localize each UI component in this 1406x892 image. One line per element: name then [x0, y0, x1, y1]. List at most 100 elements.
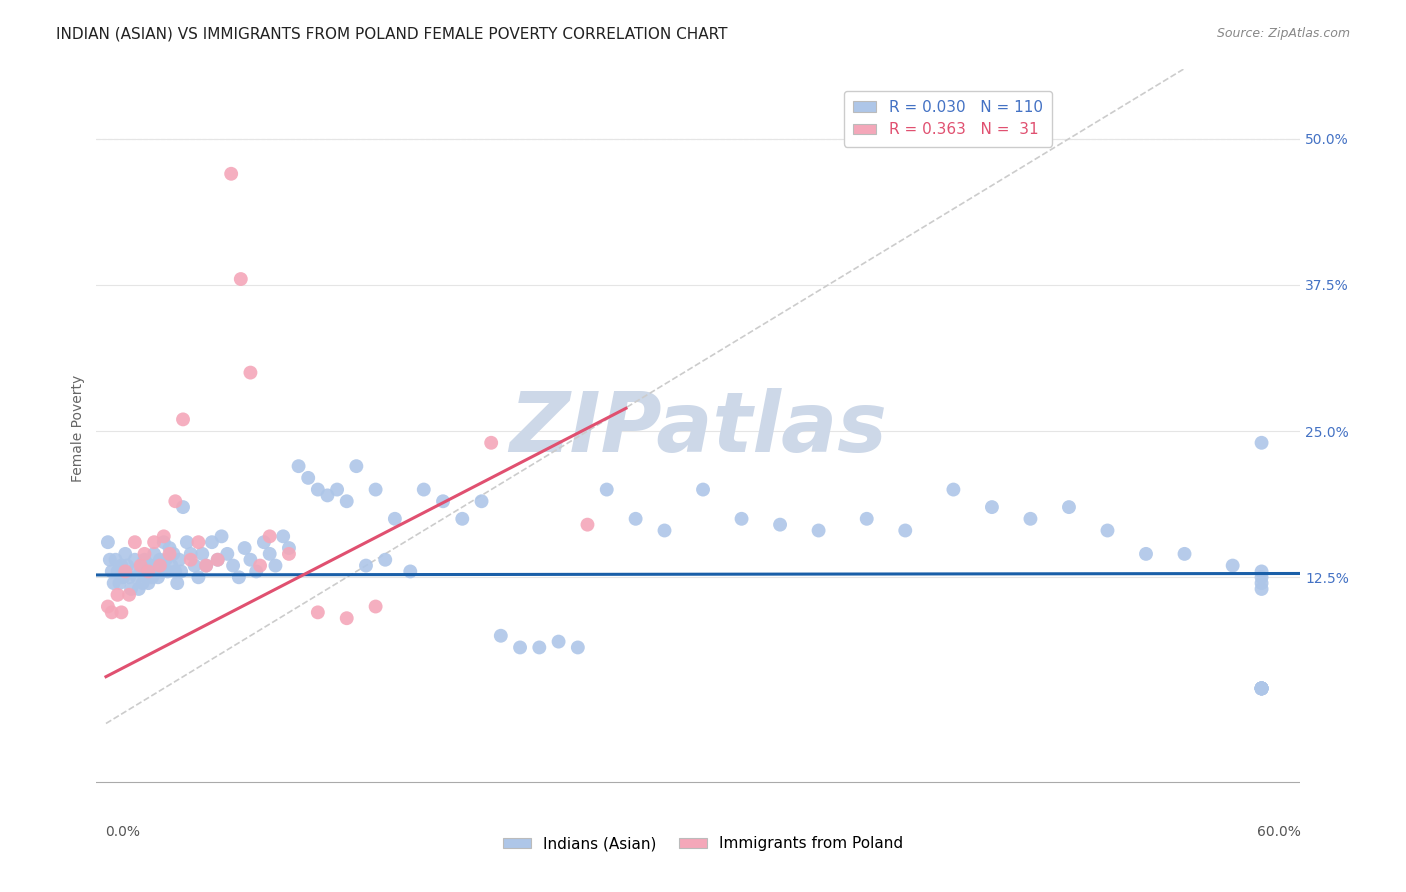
Point — [207, 553, 229, 567]
Point — [253, 535, 276, 549]
Point — [692, 483, 714, 497]
Point — [316, 488, 339, 502]
Point — [152, 535, 174, 549]
Point — [152, 529, 174, 543]
Point — [624, 512, 647, 526]
Point — [326, 483, 349, 497]
Point — [470, 494, 492, 508]
Point — [259, 529, 281, 543]
Point — [143, 535, 166, 549]
Point — [176, 535, 198, 549]
Point — [114, 565, 136, 579]
Point — [894, 524, 917, 538]
Text: 60.0%: 60.0% — [1257, 825, 1301, 839]
Point — [195, 558, 218, 573]
Point — [354, 558, 377, 573]
Point — [98, 553, 121, 567]
Point — [278, 547, 301, 561]
Point — [112, 570, 135, 584]
Point — [271, 529, 294, 543]
Point — [155, 553, 177, 567]
Point — [479, 435, 502, 450]
Point — [172, 500, 194, 515]
Point — [1057, 500, 1080, 515]
Point — [399, 565, 422, 579]
Point — [129, 565, 152, 579]
Point — [264, 558, 287, 573]
Point — [529, 640, 551, 655]
Point — [162, 547, 184, 561]
Point — [149, 558, 172, 573]
Point — [547, 634, 569, 648]
Point — [228, 570, 250, 584]
Point — [135, 565, 157, 579]
Point — [222, 558, 245, 573]
Point — [165, 565, 187, 579]
Point — [183, 558, 205, 573]
Point — [110, 606, 132, 620]
Point — [307, 483, 329, 497]
Point — [191, 547, 214, 561]
Point — [129, 558, 152, 573]
Point — [180, 547, 202, 561]
Point — [134, 547, 156, 561]
Point — [201, 535, 224, 549]
Point — [217, 547, 239, 561]
Point — [125, 570, 148, 584]
Point — [114, 547, 136, 561]
Point — [166, 576, 188, 591]
Text: INDIAN (ASIAN) VS IMMIGRANTS FROM POLAND FEMALE POVERTY CORRELATION CHART: INDIAN (ASIAN) VS IMMIGRANTS FROM POLAND… — [56, 27, 728, 42]
Point — [1250, 576, 1272, 591]
Point — [278, 541, 301, 555]
Point — [170, 565, 193, 579]
Point — [509, 640, 531, 655]
Point — [120, 582, 142, 596]
Legend: Indians (Asian), Immigrants from Poland: Indians (Asian), Immigrants from Poland — [496, 830, 910, 857]
Y-axis label: Female Poverty: Female Poverty — [72, 375, 86, 482]
Point — [165, 494, 187, 508]
Point — [336, 611, 359, 625]
Point — [167, 553, 190, 567]
Point — [1250, 565, 1272, 579]
Point — [654, 524, 676, 538]
Point — [374, 553, 396, 567]
Point — [769, 517, 792, 532]
Point — [156, 565, 179, 579]
Point — [172, 412, 194, 426]
Point — [1222, 558, 1244, 573]
Point — [249, 558, 271, 573]
Point — [233, 541, 256, 555]
Point — [138, 565, 160, 579]
Point — [942, 483, 965, 497]
Point — [128, 582, 150, 596]
Point — [108, 576, 131, 591]
Point — [146, 570, 169, 584]
Point — [103, 576, 125, 591]
Point — [364, 483, 387, 497]
Point — [432, 494, 454, 508]
Point — [100, 606, 122, 620]
Point — [187, 535, 209, 549]
Text: ZIPatlas: ZIPatlas — [509, 388, 887, 468]
Point — [160, 558, 183, 573]
Point — [489, 629, 512, 643]
Point — [143, 547, 166, 561]
Point — [104, 553, 127, 567]
Point — [451, 512, 474, 526]
Point — [1250, 570, 1272, 584]
Point — [97, 599, 120, 614]
Text: 0.0%: 0.0% — [105, 825, 141, 839]
Point — [1250, 681, 1272, 696]
Point — [107, 588, 129, 602]
Point — [1250, 681, 1272, 696]
Point — [180, 553, 202, 567]
Point — [364, 599, 387, 614]
Point — [344, 459, 367, 474]
Point — [730, 512, 752, 526]
Point — [107, 565, 129, 579]
Point — [211, 529, 233, 543]
Point — [145, 558, 167, 573]
Point — [229, 272, 252, 286]
Point — [207, 553, 229, 567]
Point — [150, 565, 173, 579]
